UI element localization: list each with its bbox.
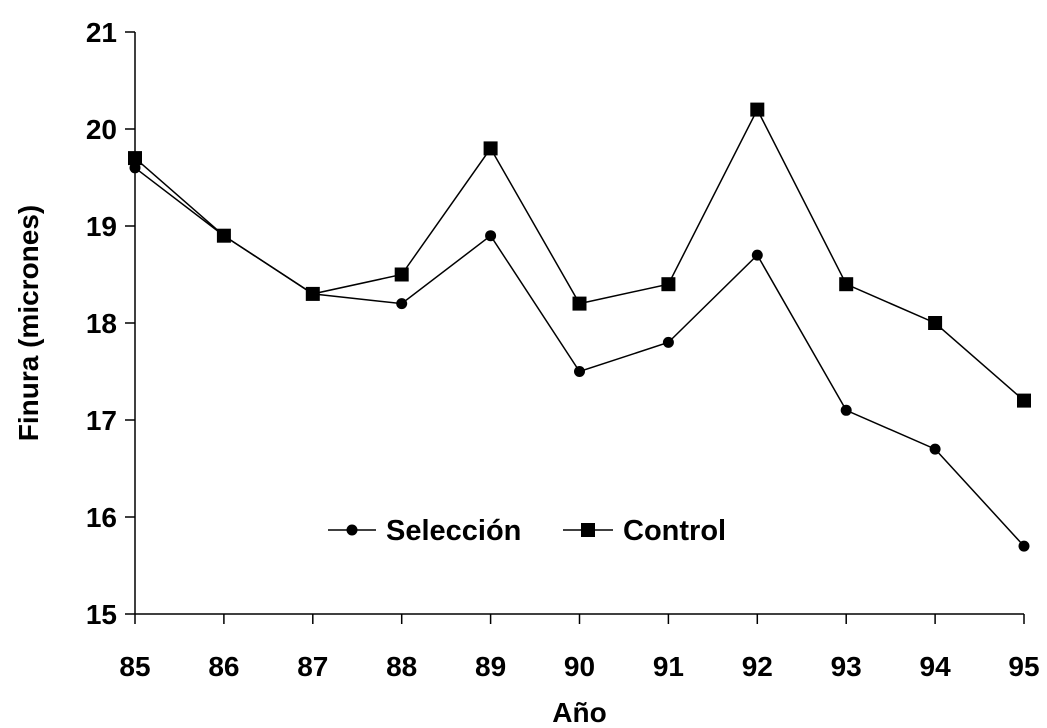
data-point xyxy=(485,230,497,242)
data-point xyxy=(483,141,498,156)
data-point xyxy=(305,286,320,301)
x-tick-label: 94 xyxy=(920,651,952,682)
x-tick-label: 89 xyxy=(475,651,506,682)
x-tick-label: 92 xyxy=(742,651,773,682)
series-layer xyxy=(128,102,1031,552)
y-tick-label: 19 xyxy=(86,211,117,242)
legend-item: Control xyxy=(563,515,726,547)
y-axis-ticks: 15 16 17 18 19 20 21 xyxy=(86,17,135,630)
x-tick-label: 90 xyxy=(564,651,595,682)
data-point xyxy=(662,336,674,348)
legend-label: Control xyxy=(623,515,726,547)
data-point xyxy=(751,249,763,261)
x-axis-title: Año xyxy=(552,697,606,728)
data-point xyxy=(396,298,408,310)
series-line xyxy=(134,107,1025,402)
data-point xyxy=(928,316,943,330)
legend: Selección Control xyxy=(328,515,726,547)
y-tick-label: 20 xyxy=(86,114,117,145)
data-point xyxy=(572,296,587,311)
data-point xyxy=(128,151,142,166)
legend-marker xyxy=(346,524,358,536)
x-tick-label: 85 xyxy=(119,651,150,682)
x-tick-label: 95 xyxy=(1008,651,1039,682)
data-point xyxy=(574,366,585,377)
series-control xyxy=(128,102,1031,408)
y-tick-label: 15 xyxy=(86,599,117,630)
x-tick-label: 86 xyxy=(208,651,239,682)
legend-item: Selección xyxy=(328,515,521,547)
data-point xyxy=(1018,540,1030,552)
data-point xyxy=(1017,393,1031,408)
y-tick-label: 16 xyxy=(86,502,117,533)
x-tick-label: 87 xyxy=(297,651,328,682)
x-tick-label: 88 xyxy=(386,651,417,682)
data-point xyxy=(216,228,231,243)
series-seleccion xyxy=(129,162,1030,552)
series-line xyxy=(134,167,1025,547)
y-axis-title: Finura (micrones) xyxy=(13,205,44,441)
data-point xyxy=(661,277,676,292)
data-point xyxy=(929,443,941,455)
x-axis-ticks: 85 86 87 88 89 90 91 92 93 94 95 xyxy=(119,614,1040,682)
y-tick-label: 21 xyxy=(86,17,117,48)
y-tick-label: 18 xyxy=(86,308,117,339)
legend-marker xyxy=(581,523,595,537)
x-tick-label: 91 xyxy=(653,651,684,682)
x-tick-label: 93 xyxy=(831,651,862,682)
data-point xyxy=(840,404,852,416)
y-tick-label: 17 xyxy=(86,405,117,436)
data-point xyxy=(839,277,854,292)
data-point xyxy=(750,102,765,117)
data-point xyxy=(394,267,409,282)
legend-label: Selección xyxy=(386,515,521,547)
axes xyxy=(134,32,1024,615)
